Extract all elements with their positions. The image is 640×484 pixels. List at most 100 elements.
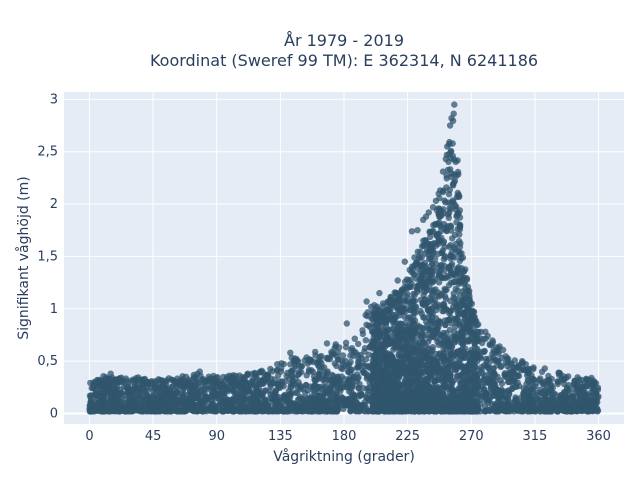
data-point (274, 367, 280, 373)
data-point (447, 327, 453, 333)
data-point (454, 212, 460, 218)
data-point (443, 393, 449, 399)
data-point (448, 253, 454, 259)
data-point (468, 356, 474, 362)
data-point (523, 381, 529, 387)
data-point (261, 377, 267, 383)
data-point (111, 396, 117, 402)
data-point (417, 324, 423, 330)
data-point (364, 313, 370, 319)
data-point (433, 242, 439, 248)
data-point (408, 277, 414, 283)
data-point (450, 197, 456, 203)
data-point (456, 277, 462, 283)
data-point (447, 187, 453, 193)
data-point (158, 378, 164, 384)
data-point (449, 385, 455, 391)
data-point (171, 403, 177, 409)
data-point (410, 364, 416, 370)
data-point (364, 385, 370, 391)
data-point (589, 380, 595, 386)
data-point (334, 385, 340, 391)
data-point (557, 370, 563, 376)
data-point (522, 399, 528, 405)
data-point (419, 311, 425, 317)
data-point (399, 308, 405, 314)
data-point (263, 387, 269, 393)
data-point (333, 341, 339, 347)
data-point (330, 350, 336, 356)
data-point (439, 353, 445, 359)
data-point (450, 354, 456, 360)
data-point (449, 235, 455, 241)
data-point (295, 372, 301, 378)
data-point (304, 402, 310, 408)
data-point (430, 289, 436, 295)
data-point (399, 286, 405, 292)
data-point (427, 317, 433, 323)
data-point (254, 377, 260, 383)
data-point (200, 408, 206, 414)
data-point (507, 366, 513, 372)
data-point (159, 402, 165, 408)
data-point (429, 306, 435, 312)
data-point (359, 367, 365, 373)
data-point (429, 399, 435, 405)
data-point (363, 405, 369, 411)
data-point (355, 341, 361, 347)
data-point (150, 395, 156, 401)
data-point (330, 391, 336, 397)
data-point (466, 338, 472, 344)
data-point (267, 366, 273, 372)
data-point (461, 302, 467, 308)
data-point (363, 322, 369, 328)
data-point (442, 287, 448, 293)
data-point (301, 357, 307, 363)
data-point (413, 276, 419, 282)
data-point (484, 397, 490, 403)
data-point (240, 406, 246, 412)
data-point (491, 373, 497, 379)
data-point (399, 334, 405, 340)
data-point (217, 396, 223, 402)
data-point (471, 336, 477, 342)
data-point (456, 360, 462, 366)
data-point (325, 356, 331, 362)
data-point (434, 339, 440, 345)
data-point (448, 380, 454, 386)
data-point (347, 359, 353, 365)
data-point (450, 153, 456, 159)
data-point (419, 271, 425, 277)
data-point (419, 243, 425, 249)
data-point (153, 382, 159, 388)
data-point (369, 329, 375, 335)
data-point (104, 407, 110, 413)
data-point (413, 261, 419, 267)
data-point (252, 370, 258, 376)
data-point (389, 377, 395, 383)
data-point (532, 383, 538, 389)
data-point (188, 390, 194, 396)
data-point (386, 338, 392, 344)
data-point (462, 367, 468, 373)
data-point (482, 348, 488, 354)
data-point (453, 306, 459, 312)
data-point (454, 267, 460, 273)
data-point (357, 406, 363, 412)
data-point (420, 339, 426, 345)
data-point (311, 373, 317, 379)
data-point (419, 347, 425, 353)
data-point (533, 390, 539, 396)
data-point (347, 381, 353, 387)
data-point (452, 246, 458, 252)
data-point (374, 378, 380, 384)
data-point (475, 371, 481, 377)
data-point (456, 231, 462, 237)
data-point (121, 384, 127, 390)
data-point (461, 354, 467, 360)
data-point (302, 390, 308, 396)
data-point (412, 298, 418, 304)
data-point (292, 381, 298, 387)
